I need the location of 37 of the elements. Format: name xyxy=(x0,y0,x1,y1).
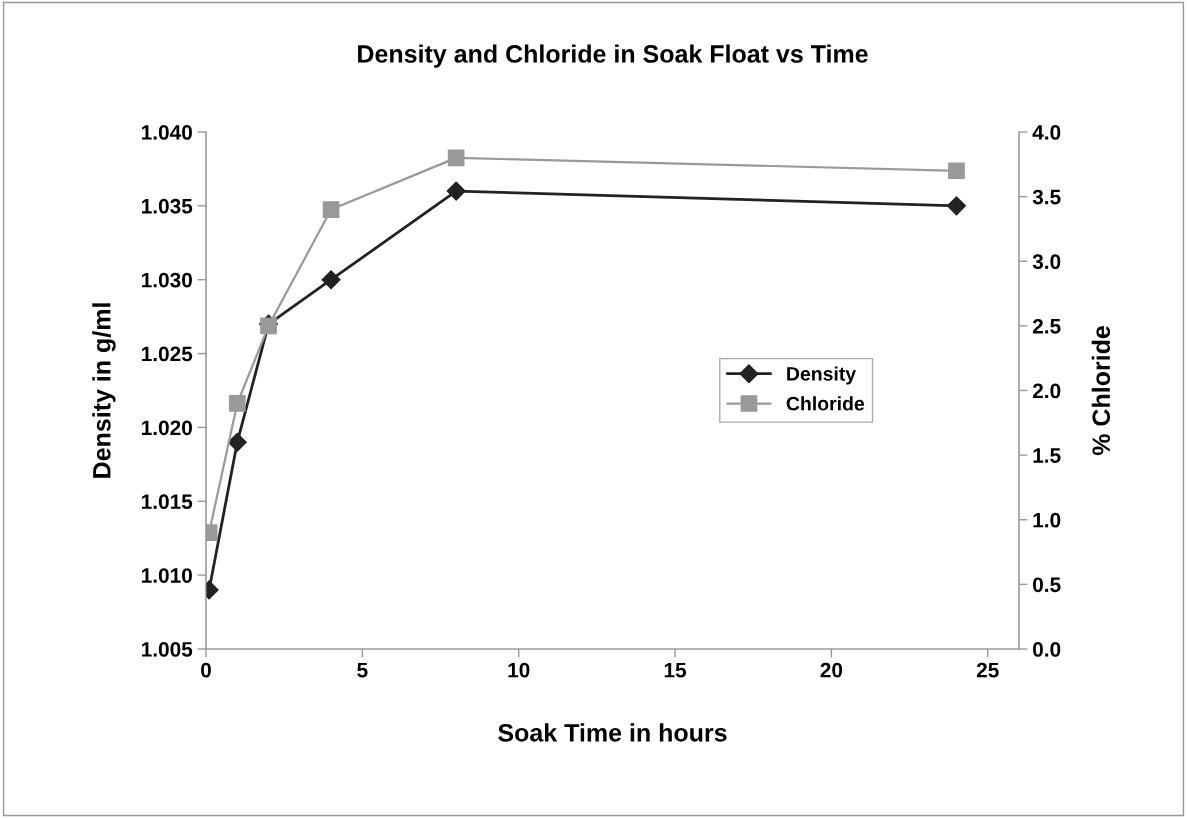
y2-tick-label: 1.5 xyxy=(1033,448,1061,463)
y-tick-label: 1.025 xyxy=(141,346,193,362)
y2-tick-label: 2.5 xyxy=(1032,318,1061,334)
y-tick-label: 1.035 xyxy=(141,198,193,214)
y-tick-label: 1.015 xyxy=(141,494,193,510)
y-tick-label: 1.005 xyxy=(141,642,193,657)
x-tick-label: 10 xyxy=(508,662,530,678)
y2-tick-label: 0.0 xyxy=(1033,642,1061,657)
y-tick-label: 1.030 xyxy=(141,272,192,288)
y2-tick-label: 3.5 xyxy=(1032,189,1061,205)
y2-tick-label: 2.0 xyxy=(1032,383,1061,399)
point xyxy=(948,162,965,180)
point xyxy=(227,432,247,452)
chart-title: Density and Chloride in Soak Float vs Time xyxy=(358,44,868,68)
y2-tick-label: 1.0 xyxy=(1033,512,1061,528)
x-tick-label: 15 xyxy=(664,662,687,678)
x-tick-label: 5 xyxy=(357,662,368,678)
y-tick-label: 1.040 xyxy=(141,125,192,140)
legend-label: Chloride xyxy=(786,396,865,411)
x-tick-label: 25 xyxy=(976,662,999,678)
y2-tick-label: 0.5 xyxy=(1033,577,1061,593)
legend-label: Density xyxy=(787,366,857,385)
y2-tick-label: 3.0 xyxy=(1032,254,1061,270)
y-tick-label: 1.020 xyxy=(141,420,192,436)
point xyxy=(447,149,465,167)
point xyxy=(946,196,966,216)
y2-axis-title: % Chloride xyxy=(1091,326,1111,456)
y-axis-title: Density in g/ml xyxy=(92,303,116,478)
point xyxy=(228,395,246,412)
point xyxy=(446,181,466,201)
y2-tick-label: 4.0 xyxy=(1032,125,1061,140)
x-tick-label: 0 xyxy=(201,662,211,678)
point xyxy=(321,270,341,290)
x-axis-title: Soak Time in hours xyxy=(498,723,727,742)
x-tick-label: 20 xyxy=(820,662,843,678)
y-tick-label: 1.010 xyxy=(141,568,192,583)
point xyxy=(322,201,340,218)
